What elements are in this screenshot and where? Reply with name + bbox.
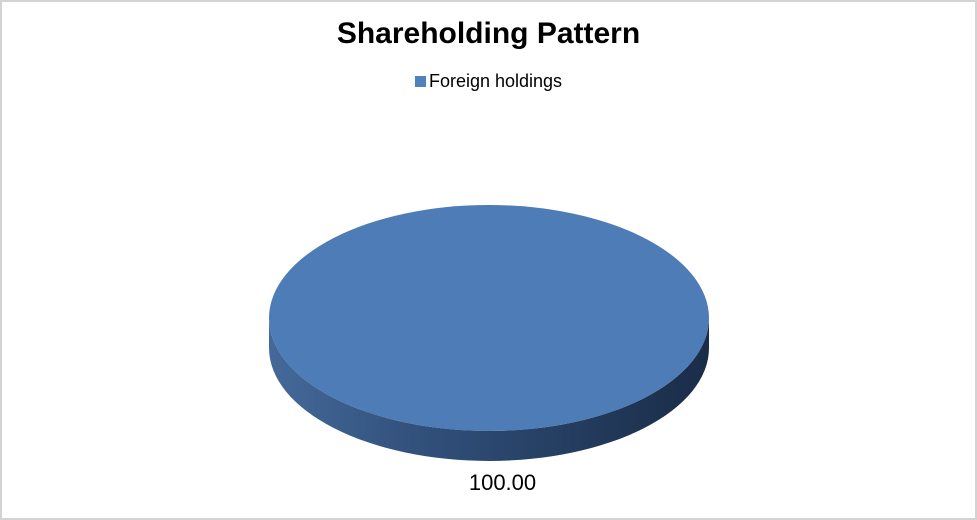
legend-swatch-rect (414, 75, 426, 87)
legend-label: Foreign holdings (428, 71, 563, 91)
pie-slice-side (269, 318, 709, 461)
legend-item-foreign-holdings: Foreign holdings (414, 71, 563, 91)
pie-slice-top (269, 205, 709, 431)
chart-title: Shareholding Pattern (336, 17, 641, 50)
legend-swatch-icon (414, 75, 426, 87)
chart-legend: Foreign holdings (2, 72, 975, 90)
pie-data-label: 100.00 (468, 470, 537, 495)
